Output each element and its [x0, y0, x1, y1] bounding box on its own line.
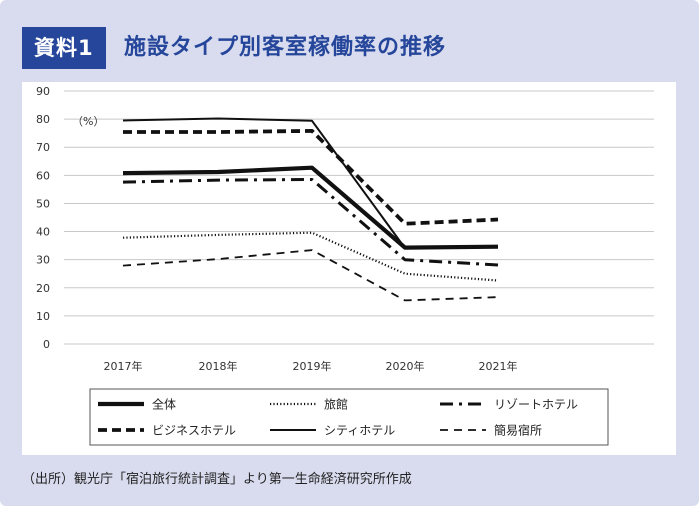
y-tick-label: 0 [43, 338, 50, 351]
y-tick-label: 10 [36, 310, 50, 323]
legend-label: ビジネスホテル [152, 424, 236, 438]
legend-label: 旅館 [324, 397, 348, 412]
legend-label: リゾートホテル [494, 398, 578, 412]
y-tick-label: 50 [36, 197, 50, 210]
series-lines [122, 117, 499, 302]
series-line [122, 231, 499, 282]
y-tick-label: 30 [36, 254, 50, 267]
x-tick-label: 2017年 [104, 359, 143, 373]
x-tick-label: 2020年 [386, 359, 425, 373]
grid-layer [64, 90, 654, 345]
y-tick-label: 40 [36, 226, 50, 239]
x-tick-label: 2018年 [199, 359, 238, 373]
x-tick-label: 2021年 [479, 359, 518, 373]
legend-box [89, 388, 609, 446]
y-tick-label: 80 [36, 113, 50, 126]
legend-label: シティホテル [324, 424, 395, 438]
series-line [122, 178, 499, 267]
series-line [122, 117, 499, 250]
x-tick-label: 2019年 [293, 359, 332, 373]
y-tick-label: 60 [36, 169, 50, 182]
figure-badge: 資料1 [22, 27, 106, 69]
series-line [123, 129, 499, 226]
legend-label: 簡易宿所 [494, 423, 542, 438]
y-tick-label: 70 [36, 141, 50, 154]
y-tick-label: 90 [36, 85, 50, 98]
chart-panel: 0 10 20 30 40 50 60 70 80 90 2017年 2018年 2019年 2020年 2… [22, 82, 676, 455]
figure-title: 施設タイプ別客室稼働率の推移 [124, 35, 447, 60]
legend-label: 全体 [152, 397, 176, 412]
axis-labels: 0 10 20 30 40 50 60 70 80 90 2017年 2018年 2019年 2020年 2… [36, 85, 518, 373]
series-line [122, 249, 499, 302]
line-chart: 0 10 20 30 40 50 60 70 80 90 2017年 2018年 2019年 2020年 2… [36, 85, 654, 446]
source-note: （出所）観光庁「宿泊旅行統計調査」より第一生命経済研究所作成 [22, 472, 412, 487]
y-tick-label: 20 [36, 282, 50, 295]
unit-label: （%） [72, 115, 104, 128]
